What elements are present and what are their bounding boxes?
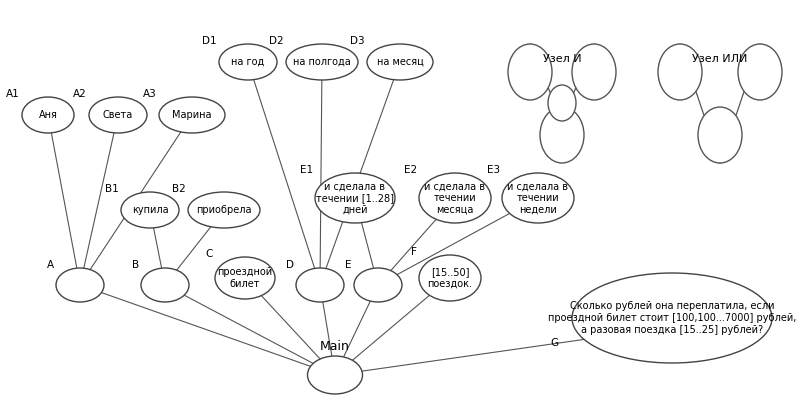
Text: E3: E3: [487, 165, 500, 175]
Text: G: G: [549, 338, 557, 348]
Text: B1: B1: [105, 184, 119, 194]
Text: Узел И: Узел И: [542, 54, 581, 64]
Text: проездной
билет: проездной билет: [217, 267, 272, 289]
Ellipse shape: [697, 107, 741, 163]
Ellipse shape: [285, 44, 358, 80]
Ellipse shape: [539, 107, 583, 163]
Ellipse shape: [418, 173, 491, 223]
Ellipse shape: [418, 255, 480, 301]
Text: B2: B2: [172, 184, 186, 194]
Text: Main: Main: [320, 340, 350, 353]
Ellipse shape: [141, 268, 189, 302]
Text: на год: на год: [231, 57, 264, 67]
Text: Света: Света: [103, 110, 133, 120]
Text: Узел ИЛИ: Узел ИЛИ: [692, 54, 747, 64]
Text: на полгода: на полгода: [293, 57, 350, 67]
Ellipse shape: [571, 44, 616, 100]
Ellipse shape: [657, 44, 702, 100]
Text: C: C: [205, 249, 212, 259]
Text: и сделала в
течении [1..28]
дней: и сделала в течении [1..28] дней: [315, 182, 393, 214]
Ellipse shape: [121, 192, 178, 228]
Ellipse shape: [89, 97, 147, 133]
Ellipse shape: [159, 97, 225, 133]
Text: D: D: [285, 260, 294, 270]
Text: D3: D3: [350, 36, 365, 46]
Ellipse shape: [296, 268, 344, 302]
Text: купила: купила: [131, 205, 168, 215]
Ellipse shape: [188, 192, 260, 228]
Text: Марина: Марина: [172, 110, 212, 120]
Ellipse shape: [571, 273, 771, 363]
Ellipse shape: [22, 97, 74, 133]
Text: A3: A3: [143, 89, 157, 99]
Text: E1: E1: [299, 165, 312, 175]
Ellipse shape: [367, 44, 432, 80]
Ellipse shape: [508, 44, 551, 100]
Text: D2: D2: [269, 36, 284, 46]
Ellipse shape: [215, 257, 275, 299]
Text: E: E: [345, 260, 351, 270]
Text: на месяц: на месяц: [376, 57, 423, 67]
Ellipse shape: [307, 356, 362, 394]
Text: F: F: [410, 247, 417, 257]
Text: D1: D1: [202, 36, 217, 46]
Text: приобрела: приобрела: [196, 205, 251, 215]
Text: и сделала в
течении
недели: и сделала в течении недели: [507, 182, 568, 214]
Ellipse shape: [547, 85, 575, 121]
Ellipse shape: [737, 44, 781, 100]
Ellipse shape: [219, 44, 277, 80]
Ellipse shape: [56, 268, 104, 302]
Ellipse shape: [354, 268, 401, 302]
Text: E2: E2: [403, 165, 417, 175]
Text: Сколько рублей она переплатила, если
проездной билет стоит [100,100...7000] рубл: Сколько рублей она переплатила, если про…: [547, 301, 796, 335]
Text: [15..50]
поездок.: [15..50] поездок.: [427, 267, 472, 289]
Text: Аня: Аня: [38, 110, 58, 120]
Text: B: B: [131, 260, 139, 270]
Ellipse shape: [315, 173, 394, 223]
Text: A2: A2: [73, 89, 87, 99]
Text: A: A: [47, 260, 54, 270]
Text: A1: A1: [6, 89, 20, 99]
Text: и сделала в
течении
месяца: и сделала в течении месяца: [424, 182, 485, 214]
Ellipse shape: [501, 173, 573, 223]
